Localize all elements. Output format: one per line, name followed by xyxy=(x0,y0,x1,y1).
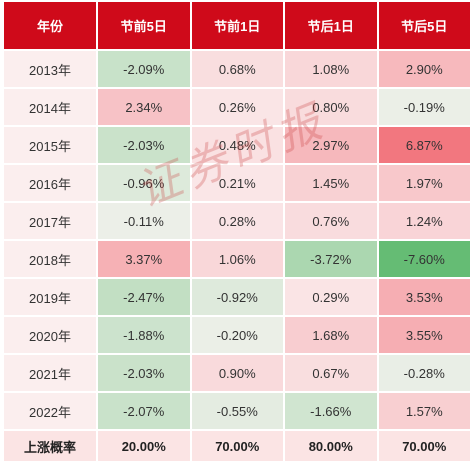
value-cell: 1.06% xyxy=(189,239,285,279)
value-cell: -1.66% xyxy=(283,391,379,431)
summary-value: 20.00% xyxy=(96,429,192,463)
value-cell: 3.53% xyxy=(376,277,472,317)
table-row: 2013年 -2.09% 0.68% 1.08% 2.90% xyxy=(2,49,472,89)
table-row: 2018年 3.37% 1.06% -3.72% -7.60% xyxy=(2,239,472,279)
value-cell: 2.90% xyxy=(376,49,472,89)
value-cell: 0.29% xyxy=(283,277,379,317)
value-cell: -0.55% xyxy=(189,391,285,431)
value-cell: -2.47% xyxy=(96,277,192,317)
value-cell: 0.48% xyxy=(189,125,285,165)
year-cell: 2019年 xyxy=(2,277,98,317)
value-cell: -2.07% xyxy=(96,391,192,431)
value-cell: 1.24% xyxy=(376,201,472,241)
value-cell: -7.60% xyxy=(376,239,472,279)
year-cell: 2016年 xyxy=(2,163,98,203)
value-cell: -2.09% xyxy=(96,49,192,89)
year-cell: 2022年 xyxy=(2,391,98,431)
value-cell: -0.11% xyxy=(96,201,192,241)
value-cell: 0.80% xyxy=(283,87,379,127)
header-year: 年份 xyxy=(2,0,98,51)
value-cell: -3.72% xyxy=(283,239,379,279)
value-cell: -0.19% xyxy=(376,87,472,127)
year-cell: 2017年 xyxy=(2,201,98,241)
value-cell: 0.67% xyxy=(283,353,379,393)
value-cell: 0.26% xyxy=(189,87,285,127)
value-cell: -0.92% xyxy=(189,277,285,317)
table-row: 2021年 -2.03% 0.90% 0.67% -0.28% xyxy=(2,353,472,393)
table-row: 2019年 -2.47% -0.92% 0.29% 3.53% xyxy=(2,277,472,317)
value-cell: -1.88% xyxy=(96,315,192,355)
value-cell: 1.57% xyxy=(376,391,472,431)
value-cell: 2.34% xyxy=(96,87,192,127)
header-pre5: 节前5日 xyxy=(96,0,192,51)
value-cell: 2.97% xyxy=(283,125,379,165)
table-row: 2020年 -1.88% -0.20% 1.68% 3.55% xyxy=(2,315,472,355)
value-cell: 0.76% xyxy=(283,201,379,241)
table-row: 2017年 -0.11% 0.28% 0.76% 1.24% xyxy=(2,201,472,241)
value-cell: 0.21% xyxy=(189,163,285,203)
year-cell: 2014年 xyxy=(2,87,98,127)
header-pre1: 节前1日 xyxy=(189,0,285,51)
table-row: 2015年 -2.03% 0.48% 2.97% 6.87% xyxy=(2,125,472,165)
summary-value: 70.00% xyxy=(189,429,285,463)
value-cell: 3.37% xyxy=(96,239,192,279)
table-row: 2014年 2.34% 0.26% 0.80% -0.19% xyxy=(2,87,472,127)
value-cell: 1.68% xyxy=(283,315,379,355)
value-cell: 0.90% xyxy=(189,353,285,393)
value-cell: 6.87% xyxy=(376,125,472,165)
year-cell: 2021年 xyxy=(2,353,98,393)
table-row: 2022年 -2.07% -0.55% -1.66% 1.57% xyxy=(2,391,472,431)
summary-label: 上涨概率 xyxy=(2,429,98,463)
summary-value: 70.00% xyxy=(376,429,472,463)
summary-row: 上涨概率 20.00% 70.00% 80.00% 70.00% xyxy=(2,429,472,463)
value-cell: 1.97% xyxy=(376,163,472,203)
value-cell: 1.08% xyxy=(283,49,379,89)
value-cell: 0.68% xyxy=(189,49,285,89)
header-post1: 节后1日 xyxy=(283,0,379,51)
header-row: 年份 节前5日 节前1日 节后1日 节后5日 xyxy=(2,0,472,51)
year-cell: 2018年 xyxy=(2,239,98,279)
value-cell: 0.28% xyxy=(189,201,285,241)
value-cell: -0.20% xyxy=(189,315,285,355)
value-cell: -0.96% xyxy=(96,163,192,203)
value-cell: 1.45% xyxy=(283,163,379,203)
header-post5: 节后5日 xyxy=(376,0,472,51)
year-cell: 2015年 xyxy=(2,125,98,165)
value-cell: -2.03% xyxy=(96,125,192,165)
returns-table: 年份 节前5日 节前1日 节后1日 节后5日 2013年 -2.09% 0.68% 1… xyxy=(2,0,472,463)
year-cell: 2013年 xyxy=(2,49,98,89)
value-cell: 3.55% xyxy=(376,315,472,355)
summary-value: 80.00% xyxy=(283,429,379,463)
table-row: 2016年 -0.96% 0.21% 1.45% 1.97% xyxy=(2,163,472,203)
value-cell: -0.28% xyxy=(376,353,472,393)
value-cell: -2.03% xyxy=(96,353,192,393)
year-cell: 2020年 xyxy=(2,315,98,355)
